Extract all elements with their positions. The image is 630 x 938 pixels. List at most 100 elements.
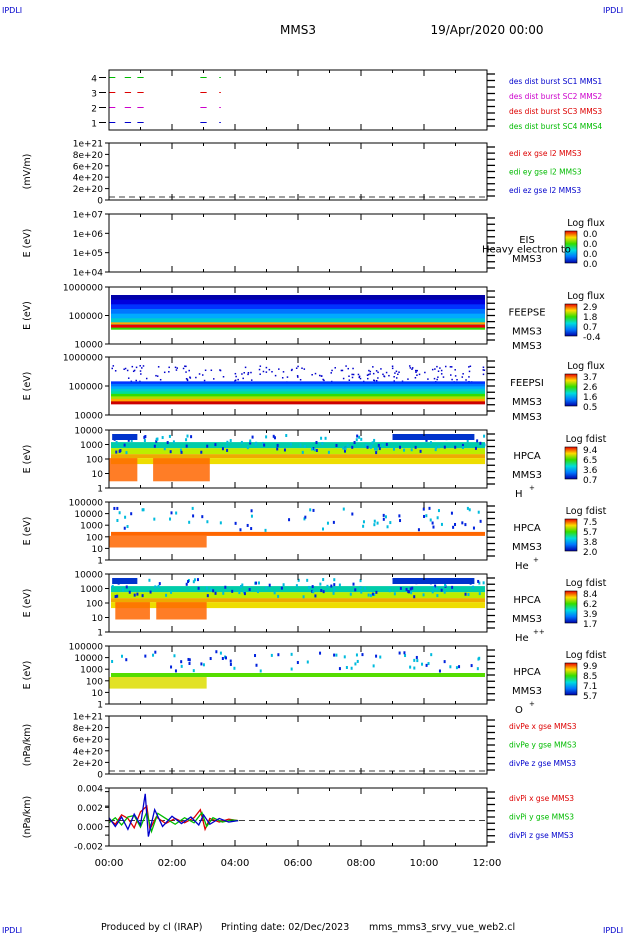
spectrogram-point: [430, 653, 433, 657]
y-tick-label: 10000: [74, 654, 103, 664]
spectrogram-point: [235, 375, 237, 378]
spectrogram-point: [382, 517, 385, 521]
panel-5: 10000 100000 1000000 E (eV) FEEPSI MMS3 MMS3 Lo…: [22, 354, 605, 424]
spectrogram-point: [335, 653, 338, 657]
spectrogram-point: [385, 371, 388, 374]
spectrogram-point: [344, 447, 347, 451]
spectrogram-point: [115, 440, 118, 444]
spectrogram-point: [368, 369, 370, 372]
spectrogram-point: [311, 373, 313, 376]
spectrogram-point: [372, 664, 375, 668]
y-tick-label: 1e+07: [73, 211, 103, 221]
spectrogram-point: [224, 585, 227, 589]
spectrogram-point: [169, 450, 172, 454]
spectrogram-point: [136, 592, 139, 596]
spectrogram-point: [259, 373, 261, 375]
spectrogram-point: [364, 586, 367, 590]
spectrogram-point: [385, 442, 388, 446]
spectrogram-point: [321, 527, 324, 531]
spectrogram-point: [249, 439, 252, 443]
spectrogram-point: [238, 591, 241, 595]
spectrogram-point: [468, 376, 470, 378]
spectrogram-point: [139, 365, 141, 367]
colorbar-tick-label: 0.0: [583, 260, 598, 270]
spectrogram-point: [360, 437, 363, 441]
colorbar-title: Log fdist: [566, 434, 607, 445]
x-tick-label: 00:00: [95, 858, 124, 869]
colorbar-tick-label: 7.1: [583, 682, 597, 692]
spectrogram-point: [301, 367, 303, 369]
spectrogram-point: [407, 590, 410, 594]
spectrogram-point: [388, 589, 391, 593]
y-tick-label: 10: [92, 470, 104, 480]
spectrogram-point: [198, 373, 201, 375]
y-tick-label: 1: [97, 557, 103, 567]
y-tick-label: 1e+21: [73, 140, 103, 150]
spectrogram-point: [188, 658, 191, 662]
spectrogram-band: [111, 313, 485, 316]
colorbar: [564, 662, 578, 696]
spectrogram-point: [277, 594, 280, 598]
spectrogram-point: [243, 592, 246, 596]
spectrogram-point: [290, 667, 293, 671]
spectrogram-point: [410, 448, 413, 452]
y-tick-label: 1: [97, 701, 103, 711]
spectrogram-point: [345, 665, 348, 669]
y-tick-label: 10000: [74, 412, 103, 422]
spectrogram-point: [229, 659, 232, 663]
spectrogram-point: [367, 373, 370, 376]
spectrogram-point: [286, 376, 289, 378]
spectrogram-point: [437, 376, 439, 378]
spectrogram-point: [482, 373, 485, 376]
y-tick-label: 100000: [69, 312, 104, 322]
spectrogram-point: [431, 590, 434, 594]
spectrogram-band: [111, 381, 485, 385]
spectrogram-point: [144, 435, 147, 439]
spectrogram-point: [312, 590, 315, 594]
spectrogram-point: [297, 578, 300, 582]
spectrogram-point: [343, 655, 346, 659]
spectrogram-point: [436, 516, 439, 520]
colorbar-tick-label: 5.7: [583, 528, 597, 538]
spectrogram-point: [283, 448, 286, 452]
spectrogram-point: [439, 367, 441, 369]
spectrogram-point: [306, 578, 309, 582]
spectrogram-point: [349, 592, 352, 596]
spectrogram-point: [377, 377, 379, 379]
spectrogram-point: [170, 511, 173, 515]
spectrogram-point: [111, 584, 114, 588]
colorbar-title: Log flux: [567, 291, 605, 302]
y-tick-label: 1: [97, 485, 103, 495]
spectrogram-point: [358, 376, 361, 379]
spectrogram-point: [403, 448, 406, 452]
spectrogram-point: [226, 440, 229, 444]
y-tick-label: 10: [92, 614, 104, 624]
spectrogram-point: [440, 369, 443, 372]
spectrogram-point: [423, 514, 426, 518]
instrument-sub-label: MMS3: [512, 254, 542, 265]
colorbar-tick-label: 0.5: [583, 403, 597, 413]
x-axis-labels: 00:00 02:00 04:00 06:00 08:00 10:00 12:00: [95, 858, 502, 869]
spectrogram-point: [126, 369, 129, 372]
spectrogram-point: [184, 365, 186, 367]
spectrogram-point: [274, 374, 277, 377]
y-tick-label: 1000: [80, 666, 103, 676]
spectrogram-point: [356, 434, 359, 438]
spectrogram-point: [399, 586, 402, 590]
spectrogram-point: [352, 373, 355, 376]
y-tick-label: 4e+20: [73, 747, 104, 757]
y-tick-label: 0.000: [77, 823, 103, 833]
spectrogram-point: [120, 654, 123, 658]
y-tick-label: 0.002: [77, 804, 103, 814]
spectrogram-point: [335, 443, 338, 447]
spectrogram-point: [330, 584, 333, 588]
spectrogram-band: [111, 315, 485, 318]
spectrogram-point: [478, 592, 481, 596]
panel-frame: [108, 69, 488, 131]
spectrogram-point: [265, 586, 268, 590]
spectrogram-band: [111, 398, 485, 402]
spectrogram-point: [415, 371, 417, 373]
spectrogram-point: [116, 506, 119, 510]
spectrogram-point: [451, 585, 454, 589]
spectrogram-band: [111, 305, 485, 308]
